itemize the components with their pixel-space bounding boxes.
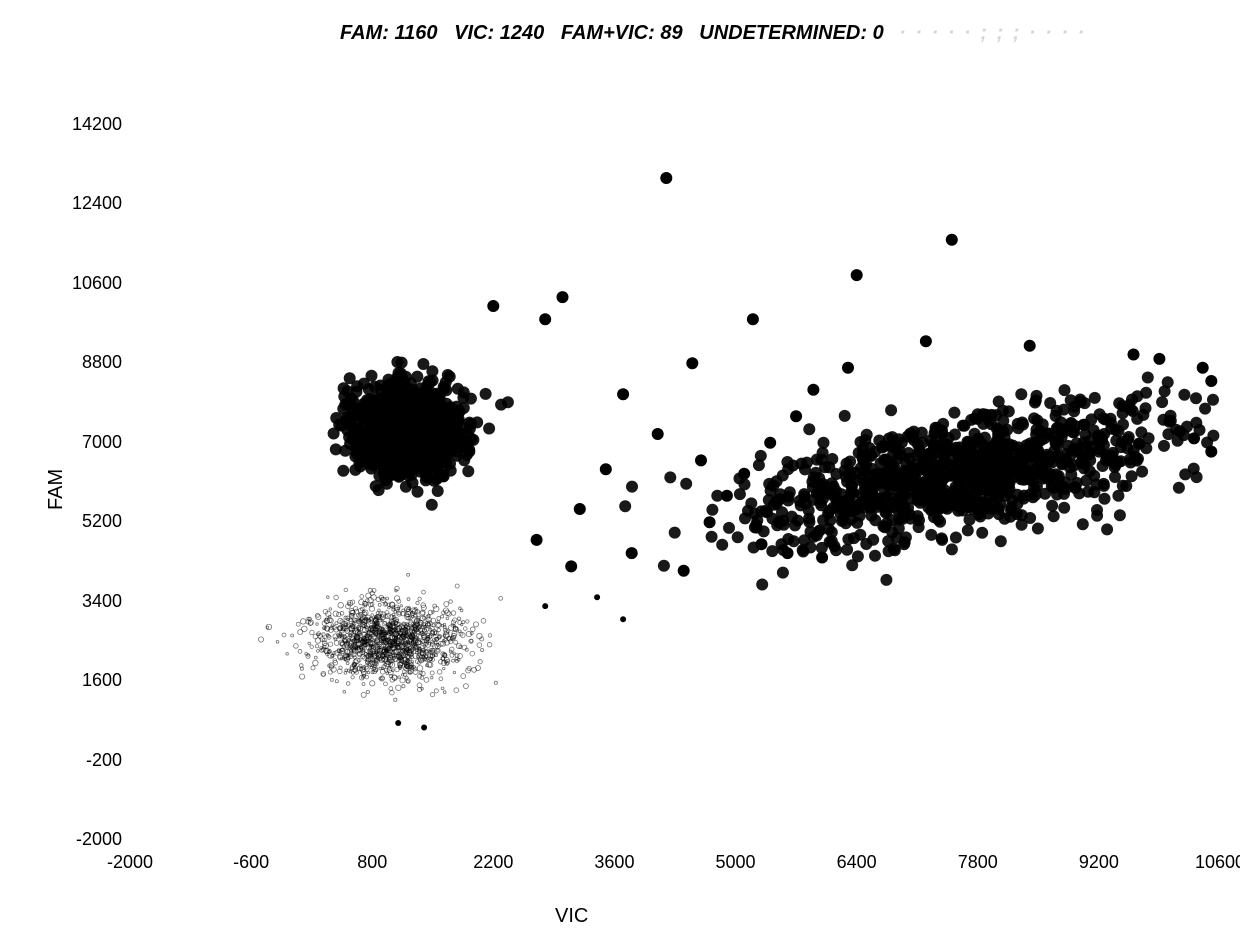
x-tick-label: 2200 [465,852,521,873]
x-tick-label: 5000 [708,852,764,873]
x-tick-label: -2000 [102,852,158,873]
y-tick-label: 7000 [82,432,122,453]
x-tick-label: 10600 [1192,852,1240,873]
y-tick-label: 14200 [72,114,122,135]
x-tick-label: 3600 [586,852,642,873]
x-tick-label: 9200 [1071,852,1127,873]
y-tick-label: 5200 [82,511,122,532]
y-tick-label: -200 [86,750,122,771]
y-tick-label: 12400 [72,193,122,214]
x-tick-label: 800 [344,852,400,873]
y-tick-label: 8800 [82,352,122,373]
y-tick-label: 10600 [72,273,122,294]
x-tick-label: -600 [223,852,279,873]
y-tick-label: 3400 [82,591,122,612]
y-tick-label: 1600 [82,670,122,691]
x-tick-label: 7800 [950,852,1006,873]
y-tick-label: -2000 [76,829,122,850]
x-tick-label: 6400 [829,852,885,873]
scatter-plot [0,0,1240,948]
